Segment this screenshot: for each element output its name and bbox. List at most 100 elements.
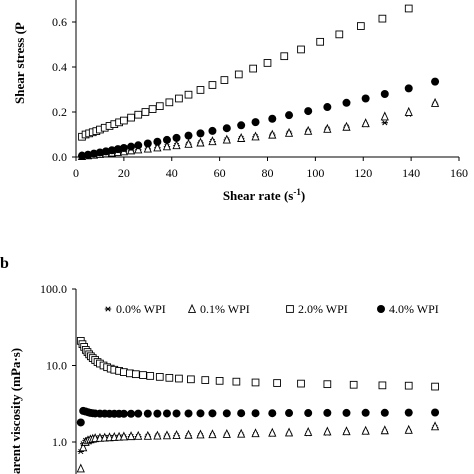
circle-point xyxy=(134,409,143,418)
square-point xyxy=(148,105,157,113)
circle-point xyxy=(83,150,92,159)
circle-point xyxy=(323,408,332,417)
square-point xyxy=(165,373,174,382)
circle-point xyxy=(172,133,181,142)
circle-point xyxy=(237,409,246,418)
triangle-point xyxy=(323,123,332,133)
triangle-point xyxy=(304,426,313,436)
square-point xyxy=(273,379,281,387)
circle-point xyxy=(172,409,181,418)
circle-point xyxy=(127,409,136,418)
circle-point xyxy=(251,409,260,418)
triangle-point xyxy=(342,121,351,131)
panel-a-x-axis-label: Shear rate (s-1) xyxy=(223,187,305,203)
square-point xyxy=(378,14,387,23)
square-point xyxy=(335,30,344,39)
circle-point xyxy=(222,124,231,133)
circle-point xyxy=(237,121,246,130)
triangle-point xyxy=(268,129,277,139)
legend-label: 4.0% WPI xyxy=(389,302,439,316)
y-tick-label: 10.0 xyxy=(46,359,67,373)
circle-point xyxy=(162,135,171,144)
legend-star-marker xyxy=(104,306,112,312)
panel-a-x-axis-label-superscript: -1 xyxy=(293,187,301,197)
y-tick-label: 0.6 xyxy=(52,15,67,29)
circle-point xyxy=(431,77,440,86)
square-point xyxy=(357,22,365,30)
y-tick-label: 1.0 xyxy=(52,435,67,449)
x-tick-label: 20 xyxy=(118,166,130,180)
circle-point xyxy=(404,408,413,417)
square-point xyxy=(316,37,325,46)
y-tick-label: 100.0 xyxy=(40,282,67,296)
x-tick-label: 40 xyxy=(166,166,178,180)
square-point xyxy=(404,4,413,13)
square-point xyxy=(249,64,257,73)
circle-point xyxy=(304,107,313,116)
square-point xyxy=(404,381,413,390)
triangle-point xyxy=(162,141,172,151)
circle-point xyxy=(196,409,205,418)
circle-point xyxy=(268,409,277,418)
circle-point xyxy=(380,90,389,98)
triangle-point xyxy=(430,97,440,107)
circle-point xyxy=(342,408,351,417)
circle-point xyxy=(127,142,136,151)
x-tick-label: 0 xyxy=(73,166,79,180)
circle-point xyxy=(184,131,193,140)
square-point xyxy=(215,377,224,385)
legend-label: 0.1% WPI xyxy=(200,302,250,316)
triangle-point xyxy=(222,134,231,144)
square-point xyxy=(139,371,147,379)
square-point xyxy=(131,370,140,379)
panel-a: Shear stress (P 0.00.20.40.60.8 02040608… xyxy=(12,0,468,203)
circle-point xyxy=(208,126,217,135)
panel-a-marks xyxy=(77,4,440,160)
legend-square-marker xyxy=(286,305,294,313)
square-point xyxy=(141,108,150,116)
panel-a-x-axis-label-tail: ) xyxy=(301,188,305,203)
triangle-point xyxy=(143,143,152,153)
triangle-point xyxy=(153,430,162,440)
triangle-point xyxy=(304,125,313,135)
circle-point xyxy=(113,145,122,154)
triangle-point xyxy=(196,137,205,147)
square-point xyxy=(146,372,155,380)
triangle-point xyxy=(172,140,181,150)
square-point xyxy=(251,378,260,387)
x-tick-label: 80 xyxy=(262,166,274,180)
panel-b-y-axis-label: arent viscosity (mPa·s) xyxy=(8,348,23,474)
circle-point xyxy=(143,409,152,418)
triangle-point xyxy=(361,118,370,128)
star-point xyxy=(381,120,388,126)
panel-a-x-axis-label-main: Shear rate (s xyxy=(223,188,294,203)
circle-point xyxy=(153,137,162,146)
triangle-point xyxy=(251,131,260,141)
circle-point xyxy=(342,98,351,107)
circle-point xyxy=(404,84,413,93)
x-tick-label: 100 xyxy=(306,166,324,180)
y-tick-label: 0.0 xyxy=(52,150,67,164)
legend-triangle-marker xyxy=(187,303,197,313)
square-point xyxy=(220,76,229,84)
panel-b-y-ticks: 100.0 10.0 1.0 xyxy=(40,282,76,449)
legend-label: 2.0% WPI xyxy=(298,302,348,316)
triangle-point xyxy=(284,127,294,137)
triangle-point xyxy=(404,106,413,116)
circle-point xyxy=(285,409,294,418)
triangle-point xyxy=(342,426,351,436)
triangle-point xyxy=(251,428,260,438)
triangle-point xyxy=(143,430,152,440)
triangle-point xyxy=(380,425,389,435)
circle-point xyxy=(143,139,152,148)
square-point xyxy=(184,90,193,99)
circle-point xyxy=(285,111,294,120)
circle-point xyxy=(101,147,110,156)
panel-a-y-ticks: 0.00.20.40.60.8 xyxy=(52,15,76,164)
circle-point xyxy=(208,409,217,418)
triangle-point xyxy=(134,430,143,440)
triangle-point xyxy=(404,424,413,434)
x-tick-label: 160 xyxy=(450,166,468,180)
square-point xyxy=(263,59,272,67)
circle-point xyxy=(89,149,98,158)
